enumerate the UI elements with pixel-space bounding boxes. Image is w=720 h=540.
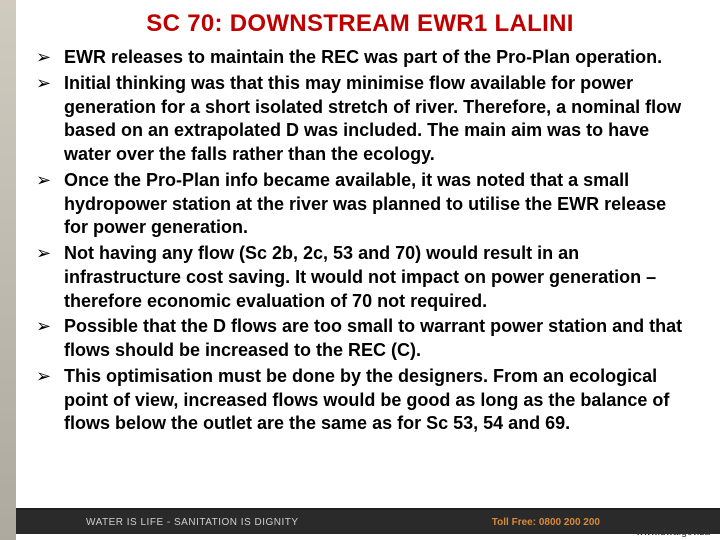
- bullet-list: EWR releases to maintain the REC was par…: [36, 46, 690, 436]
- footer-tollfree: Toll Free: 0800 200 200: [492, 517, 600, 528]
- slide-title: SC 70: DOWNSTREAM EWR1 LALINI: [0, 0, 720, 46]
- footer-url: www.dwa.gov.za: [636, 527, 710, 538]
- bullet-item: Initial thinking was that this may minim…: [36, 72, 690, 167]
- footer-tagline: WATER IS LIFE - SANITATION IS DIGNITY: [86, 517, 299, 528]
- slide: SC 70: DOWNSTREAM EWR1 LALINI EWR releas…: [0, 0, 720, 540]
- content-area: EWR releases to maintain the REC was par…: [0, 46, 720, 510]
- left-image-strip: [0, 0, 16, 540]
- bullet-item: Once the Pro-Plan info became available,…: [36, 169, 690, 240]
- footer: WATER IS LIFE - SANITATION IS DIGNITY To…: [0, 510, 720, 540]
- bullet-item: Not having any flow (Sc 2b, 2c, 53 and 7…: [36, 242, 690, 313]
- footer-bar: WATER IS LIFE - SANITATION IS DIGNITY To…: [16, 510, 720, 534]
- bullet-item: Possible that the D flows are too small …: [36, 315, 690, 363]
- bullet-item: EWR releases to maintain the REC was par…: [36, 46, 690, 70]
- bullet-item: This optimisation must be done by the de…: [36, 365, 690, 436]
